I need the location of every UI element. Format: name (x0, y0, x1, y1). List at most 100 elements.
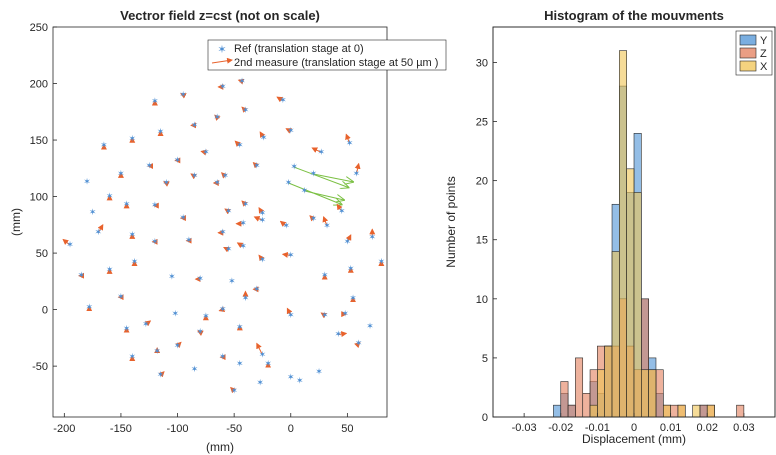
displacement-arrow (241, 200, 248, 207)
ref-point: ✶ (310, 215, 318, 225)
histogram-bar-x (648, 369, 657, 418)
ref-point: ✶ (346, 139, 354, 149)
ref-point: ✶ (242, 106, 250, 116)
histogram-legend-swatch-z (739, 47, 757, 59)
ref-point: ✶ (219, 353, 227, 363)
ref-point: ✶ (259, 216, 267, 226)
vector-y-tick-label: 200 (30, 79, 48, 91)
displacement-arrow (234, 140, 241, 147)
displacement-arrow (322, 215, 329, 227)
legend-ref-label: Ref (translation stage at 0) (234, 43, 364, 55)
displacement-arrow (309, 215, 316, 222)
histogram-bar-z (582, 393, 591, 418)
ref-point: ✶ (318, 148, 326, 158)
displacement-arrow (236, 242, 244, 249)
ref-point: ✶ (95, 228, 103, 238)
ref-point: ✶ (131, 258, 139, 268)
histogram-x-tick-label: -0.02 (548, 422, 573, 434)
displacement-arrow (158, 371, 165, 378)
displacement-arrow (190, 173, 197, 180)
ref-point: ✶ (78, 271, 86, 281)
displacement-arrow (224, 208, 231, 215)
histogram-y-ticks: 0 5 10 15 20 25 30 (476, 57, 497, 424)
displacement-arrow (320, 312, 328, 319)
displacement-arrow (354, 162, 361, 175)
histogram-legend-label-y: Y (760, 35, 768, 47)
ref-point: ✶ (225, 207, 233, 217)
ref-point: ✶ (174, 341, 182, 351)
ref-point: ✶ (287, 251, 295, 261)
ref-point: ✶ (179, 214, 187, 224)
displacement-arrow (237, 78, 245, 85)
vector-chart-title: Vectror field z=cst (not on scale) (120, 8, 320, 23)
displacement-arrow (144, 320, 152, 327)
ref-point: ✶ (253, 285, 261, 295)
vector-y-tick-label: 0 (42, 305, 48, 317)
ref-point: ✶ (264, 359, 272, 369)
displacement-arrow (338, 331, 348, 338)
ref-point: ✶ (285, 179, 293, 189)
ref-point: ✶ (89, 208, 97, 218)
histogram-y-tick-label: 20 (476, 176, 488, 188)
histogram-legend-swatch-x (739, 60, 757, 72)
histogram-title: Histogram of the mouvments (544, 8, 724, 23)
displacement-arrow (285, 128, 293, 134)
histogram-bar-x (641, 369, 649, 418)
histogram-bar-z (736, 404, 745, 418)
ref-point: ✶ (191, 365, 199, 375)
displacement-arrow (223, 246, 230, 253)
displacement-arrow (180, 93, 187, 99)
ref-point: ✶ (296, 376, 304, 386)
ref-point: ✶ (202, 148, 210, 158)
ref-point: ✶ (259, 209, 267, 219)
displacement-arrow (345, 234, 352, 243)
ref-point: ✶ (321, 271, 329, 281)
displacement-arrow (62, 238, 71, 246)
ref-point: ✶ (106, 192, 114, 202)
histogram-legend: YZX (735, 30, 773, 76)
histogram-legend-label-z: Z (760, 48, 767, 60)
histogram-bar-z (670, 404, 679, 418)
ref-point: ✶ (259, 255, 267, 265)
displacement-arrow (163, 181, 170, 187)
ref-point: ✶ (151, 237, 159, 247)
displacement-arrow (345, 133, 351, 144)
histogram-bar-x (604, 345, 613, 418)
histogram-x-tick-label: 0 (631, 422, 637, 434)
ref-point: ✶ (179, 90, 187, 100)
ref-point: ✶ (335, 330, 343, 340)
displacement-arrow (259, 131, 266, 139)
ref-point: ✶ (142, 320, 150, 330)
histogram-legend-swatch-y (739, 34, 757, 46)
histogram-bar-z (655, 369, 664, 418)
ref-point: ✶ (219, 305, 227, 315)
vector-x-tick-label: -100 (167, 423, 189, 435)
displacement-arrow (175, 341, 182, 349)
ref-point: ✶ (117, 293, 125, 303)
histogram-legend-label-x: X (760, 61, 768, 73)
ref-point: ✶ (236, 359, 244, 369)
displacement-arrow (281, 251, 291, 258)
ref-point: ✶ (123, 324, 131, 334)
histogram-bar-x (692, 404, 701, 418)
ref-point: ✶ (196, 328, 204, 338)
histogram-x-tick-label: -0.01 (585, 422, 610, 434)
histogram-x-ticks: -0.03 -0.02 -0.01 0 0.01 0.02 0.03 (512, 413, 755, 434)
ref-point: ✶ (174, 156, 182, 166)
displacement-arrow (258, 254, 265, 262)
ref-point: ✶ (321, 311, 329, 321)
vector-plot-area (52, 26, 388, 418)
vector-x-ticks: -200 -150 -100 -50 0 50 (53, 413, 353, 435)
ref-point: ✶ (225, 245, 233, 255)
ref-point: ✶ (242, 200, 250, 210)
ref-point: ✶ (353, 169, 361, 179)
histogram-bar-x (706, 404, 715, 418)
histogram-x-tick-label: -0.03 (512, 422, 537, 434)
ref-point: ✶ (287, 373, 295, 383)
displacement-arrow (214, 114, 221, 121)
ref-point: ✶ (236, 141, 244, 151)
displacement-arrow (354, 341, 361, 349)
histogram-bar-x (619, 50, 627, 418)
ref-point: ✶ (323, 221, 331, 231)
ref-point: ✶ (341, 310, 349, 320)
